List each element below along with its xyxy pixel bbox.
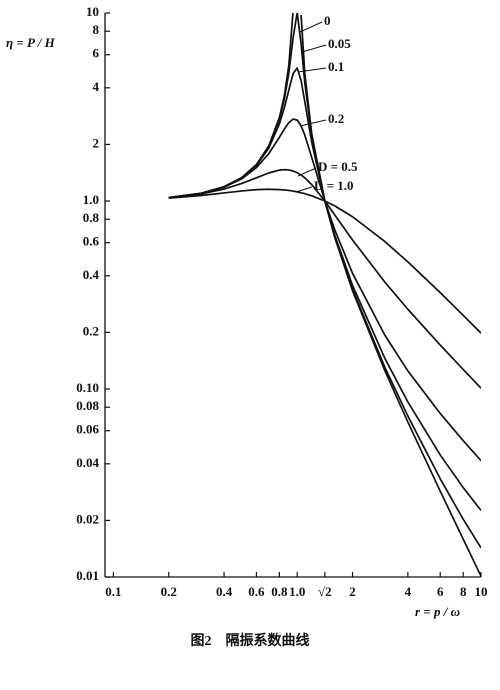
curve xyxy=(168,67,481,511)
curve xyxy=(168,13,481,549)
x-tick-label: 1.0 xyxy=(289,584,305,599)
y-tick-label: 10 xyxy=(86,4,99,19)
series-label: 0.05 xyxy=(328,36,351,51)
y-tick-label: 0.2 xyxy=(83,323,99,338)
y-tick-label: 6 xyxy=(93,46,100,61)
curve xyxy=(168,188,481,334)
x-tick-label: 0.6 xyxy=(248,584,265,599)
x-tick-label: 0.2 xyxy=(161,584,177,599)
x-tick-label: 0.4 xyxy=(216,584,233,599)
x-tick-label: 0.8 xyxy=(271,584,288,599)
y-tick-label: 2 xyxy=(93,135,100,150)
y-tick-label: 0.01 xyxy=(76,568,99,583)
series-label: 0 xyxy=(324,13,331,28)
y-tick-label: 0.8 xyxy=(83,210,100,225)
y-tick-label: 4 xyxy=(93,79,100,94)
series-label: D = 1.0 xyxy=(314,178,354,193)
y-axis-label: η = P / H xyxy=(6,35,56,50)
series-label: 0.1 xyxy=(328,59,344,74)
curve xyxy=(168,118,481,462)
x-tick-label: 6 xyxy=(437,584,444,599)
x-axis-label: r = p / ω xyxy=(415,604,460,619)
leader xyxy=(299,21,323,33)
y-tick-label: 0.10 xyxy=(76,380,99,395)
series-label: 0.2 xyxy=(328,111,344,126)
x-tick-label: 8 xyxy=(460,584,467,599)
y-tick-label: 0.04 xyxy=(76,455,99,470)
y-tick-label: 0.4 xyxy=(83,267,100,282)
curve xyxy=(168,168,481,389)
x-tick-label: √2 xyxy=(318,584,332,599)
x-tick-label: 2 xyxy=(349,584,356,599)
y-tick-label: 0.6 xyxy=(83,234,100,249)
series-label: D = 0.5 xyxy=(318,159,358,174)
curve xyxy=(168,13,481,577)
x-tick-label: 0.1 xyxy=(105,584,121,599)
y-tick-label: 0.08 xyxy=(76,398,99,413)
y-tick-label: 0.02 xyxy=(76,511,99,526)
x-tick-label: 4 xyxy=(405,584,412,599)
curves xyxy=(168,13,481,577)
y-tick-label: 8 xyxy=(93,22,100,37)
y-tick-label: 1.0 xyxy=(83,192,99,207)
x-tick-label: 10 xyxy=(475,584,488,599)
y-tick-label: 0.06 xyxy=(76,422,99,437)
leader xyxy=(297,67,327,73)
leader xyxy=(295,186,313,193)
caption: 图2 隔振系数曲线 xyxy=(191,632,310,649)
leader xyxy=(299,119,327,127)
leader xyxy=(301,44,327,53)
